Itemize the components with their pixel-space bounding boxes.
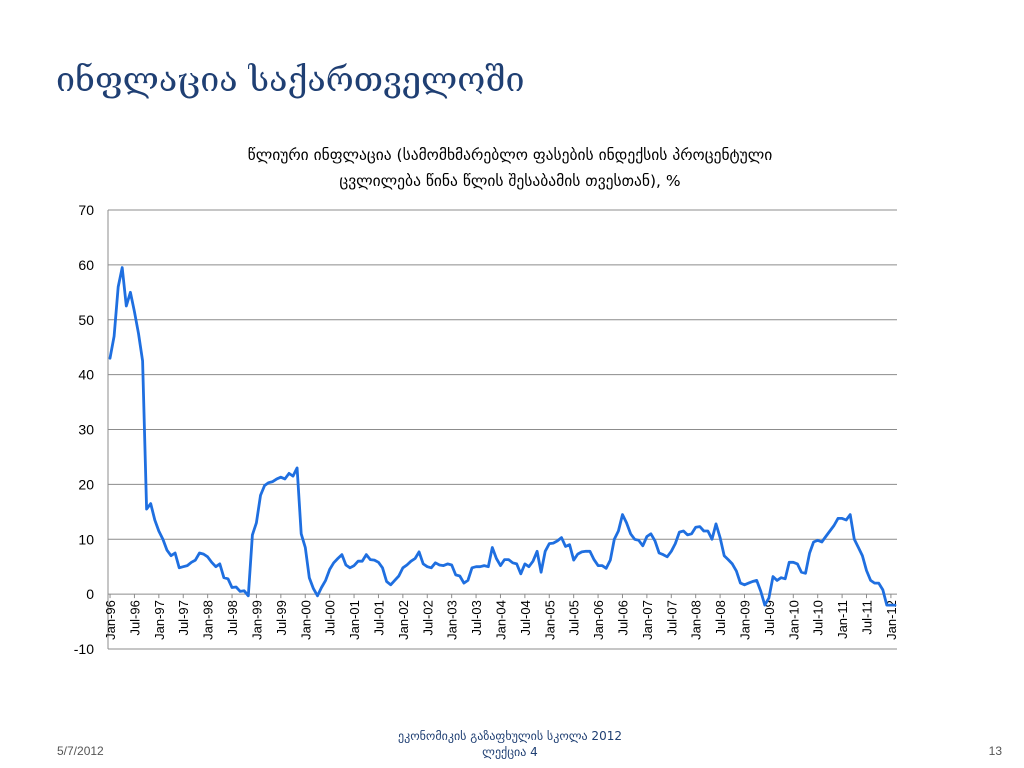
x-tick-label: Jan-05 <box>542 600 557 640</box>
x-tick-label: Jan-09 <box>737 600 752 640</box>
x-tick-label: Jan-99 <box>249 600 264 640</box>
x-tick-label: Jan-11 <box>835 600 850 639</box>
x-tick-label: Jan-12 <box>884 600 899 640</box>
x-tick-label: Jul-97 <box>176 600 191 635</box>
x-tick-label: Jan-01 <box>347 600 362 640</box>
x-tick-label: Jul-01 <box>371 600 386 635</box>
x-tick-label: Jul-07 <box>664 600 679 635</box>
chart-title: წლიური ინფლაცია (სამომხმარებლო ფასების ი… <box>100 142 920 194</box>
footer-date: 5/7/2012 <box>57 744 104 758</box>
footer-center: ეკონომიკის გაზაფხულის სკოლა 2012 ლექცია … <box>360 728 660 760</box>
x-tick-label: Jul-99 <box>274 600 289 635</box>
series-line-inflation <box>108 266 897 607</box>
chart-series <box>108 266 897 607</box>
chart-title-line-1: წლიური ინფლაცია (სამომხმარებლო ფასების ი… <box>247 146 773 164</box>
y-tick-label: 10 <box>78 531 94 547</box>
x-axis-tick-labels: Jan-96 Jul-96 Jan-97 Jul-97 Jan-98 Jul-98 Jan-… <box>103 600 899 640</box>
x-tick-label: Jan-07 <box>640 600 655 640</box>
x-tick-label: Jul-10 <box>811 600 826 635</box>
x-tick-label: Jan-10 <box>786 600 801 640</box>
x-tick-label: Jul-96 <box>127 600 142 635</box>
y-axis-tick-labels: -10 0 10 20 30 40 50 60 70 <box>74 202 94 657</box>
y-tick-label: 50 <box>78 312 94 328</box>
x-tick-label: Jul-04 <box>518 600 533 635</box>
x-tick-label: Jan-98 <box>201 600 216 640</box>
x-tick-label: Jan-97 <box>152 600 167 640</box>
x-tick-label: Jul-11 <box>859 600 874 634</box>
x-tick-label: Jul-02 <box>420 600 435 635</box>
x-tick-label: Jul-09 <box>762 600 777 635</box>
chart-title-line-2: ცვლილება წინა წლის შესაბამის თვესთან), % <box>339 172 681 190</box>
x-tick-label: Jul-08 <box>713 600 728 635</box>
x-tick-label: Jan-08 <box>689 600 704 640</box>
footer-school-name: ეკონომიკის გაზაფხულის სკოლა 2012 <box>398 729 622 743</box>
x-tick-label: Jul-05 <box>567 600 582 635</box>
y-tick-label: 0 <box>86 586 94 602</box>
x-tick-label: Jan-00 <box>298 600 313 640</box>
x-tick-label: Jul-06 <box>615 600 630 635</box>
y-tick-label: 60 <box>78 257 94 273</box>
chart-gridlines <box>107 209 897 650</box>
x-tick-label: Jul-03 <box>469 600 484 635</box>
footer-lecture: ლექცია 4 <box>482 745 538 759</box>
x-tick-label: Jan-96 <box>103 600 118 640</box>
y-tick-label: 30 <box>78 422 94 438</box>
x-tick-label: Jan-03 <box>445 600 460 640</box>
x-tick-label: Jul-98 <box>225 600 240 635</box>
x-tick-label: Jan-02 <box>396 600 411 640</box>
y-tick-label: 20 <box>78 476 94 492</box>
slide-title: ინფლაცია საქართველოში <box>56 60 525 100</box>
y-tick-label: 70 <box>78 202 94 218</box>
x-tick-label: Jul-00 <box>323 600 338 635</box>
page-number: 13 <box>988 744 1002 758</box>
y-tick-label: -10 <box>74 641 94 657</box>
x-tick-label: Jan-06 <box>591 600 606 640</box>
y-tick-label: 40 <box>78 367 94 383</box>
x-tick-label: Jan-04 <box>493 600 508 640</box>
